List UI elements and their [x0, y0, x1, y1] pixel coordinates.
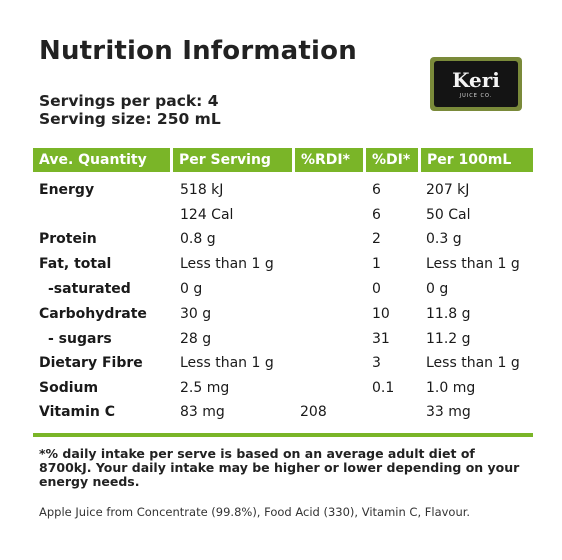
header-per-100ml: Per 100mL	[421, 148, 533, 172]
header-per-serving: Per Serving	[173, 148, 292, 172]
servings-per-pack: Servings per pack: 4	[39, 92, 219, 110]
row-label: Protein	[39, 231, 97, 247]
row-label: Vitamin C	[39, 404, 116, 420]
row-per-100ml: 1.0 mg	[426, 380, 476, 396]
row-di: 0	[372, 281, 381, 297]
row-per-100ml: 0 g	[426, 281, 449, 297]
row-per-100ml: 11.2 g	[426, 331, 471, 347]
row-per-100ml: 207 kJ	[426, 182, 470, 198]
row-per-100ml: Less than 1 g	[426, 355, 520, 371]
daily-intake-footnote: *% daily intake per serve is based on an…	[39, 446, 520, 489]
row-label: -saturated	[48, 281, 131, 297]
ingredients-list: Apple Juice from Concentrate (99.8%), Fo…	[39, 505, 471, 519]
row-per-serving: 124 Cal	[180, 207, 234, 223]
row-per-100ml: 0.3 g	[426, 231, 462, 247]
row-label: Carbohydrate	[39, 306, 147, 322]
row-label: - sugars	[48, 331, 112, 347]
serving-size: Serving size: 250 mL	[39, 110, 221, 128]
row-di: 2	[372, 231, 381, 247]
row-di: 0.1	[372, 380, 395, 396]
serving-info: Servings per pack: 4 Serving size: 250 m…	[39, 92, 221, 128]
row-di: 1	[372, 256, 381, 272]
row-label: Fat, total	[39, 256, 112, 272]
row-di: 6	[372, 207, 381, 223]
row-per-serving: 83 mg	[180, 404, 225, 420]
header-rdi: %RDI*	[295, 148, 363, 172]
row-per-serving: 0.8 g	[180, 231, 216, 247]
row-per-serving: Less than 1 g	[180, 256, 274, 272]
table-row: -saturated 0 g 0 0 g	[0, 277, 562, 301]
table-row: Energy 518 kJ 6 207 kJ	[0, 178, 562, 202]
row-per-100ml: 11.8 g	[426, 306, 471, 322]
table-row: Dietary Fibre Less than 1 g 3 Less than …	[0, 351, 562, 375]
brand-subtitle: JUICE CO.	[459, 92, 493, 99]
row-per-serving: 28 g	[180, 331, 212, 347]
row-rdi: 208	[300, 404, 327, 420]
row-per-serving: 2.5 mg	[180, 380, 230, 396]
row-di: 6	[372, 182, 381, 198]
table-row: Protein 0.8 g 2 0.3 g	[0, 227, 562, 251]
row-label: Energy	[39, 182, 95, 198]
table-row: 124 Cal 6 50 Cal	[0, 203, 562, 227]
row-per-100ml: 50 Cal	[426, 207, 471, 223]
row-di: 31	[372, 331, 390, 347]
row-per-serving: Less than 1 g	[180, 355, 274, 371]
row-label: Sodium	[39, 380, 99, 396]
row-label: Dietary Fibre	[39, 355, 143, 371]
row-di: 10	[372, 306, 390, 322]
table-header: Ave. Quantity Per Serving %RDI* %DI* Per…	[33, 148, 533, 172]
header-di: %DI*	[366, 148, 418, 172]
page-title: Nutrition Information	[39, 36, 357, 66]
row-per-serving: 0 g	[180, 281, 203, 297]
table-row: Vitamin C 83 mg 208 33 mg	[0, 400, 562, 424]
header-ave-quantity: Ave. Quantity	[33, 148, 170, 172]
table-row: Sodium 2.5 mg 0.1 1.0 mg	[0, 376, 562, 400]
row-per-serving: 518 kJ	[180, 182, 224, 198]
row-per-100ml: Less than 1 g	[426, 256, 520, 272]
row-di: 3	[372, 355, 381, 371]
divider	[33, 433, 533, 437]
table-row: Fat, total Less than 1 g 1 Less than 1 g	[0, 252, 562, 276]
brand-logo: Keri JUICE CO.	[430, 57, 522, 111]
table-row: - sugars 28 g 31 11.2 g	[0, 327, 562, 351]
row-per-serving: 30 g	[180, 306, 212, 322]
table-row: Carbohydrate 30 g 10 11.8 g	[0, 302, 562, 326]
row-per-100ml: 33 mg	[426, 404, 471, 420]
brand-name: Keri	[452, 67, 500, 92]
